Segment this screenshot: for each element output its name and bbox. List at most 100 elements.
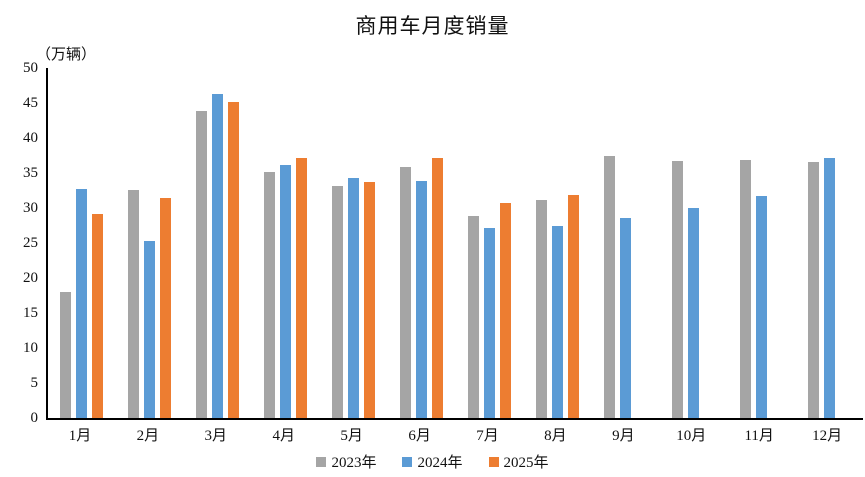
bar-group-4月 <box>252 68 320 418</box>
bar-2023年-2月 <box>128 189 140 418</box>
legend-label: 2025年 <box>503 455 549 471</box>
bar-2024年-6月 <box>416 180 428 418</box>
bar-slot <box>671 68 683 418</box>
legend-swatch-icon <box>488 456 499 467</box>
bar-slot <box>60 68 72 418</box>
bar-2025年-6月 <box>432 158 444 418</box>
bar-slot <box>280 68 292 418</box>
x-axis-label-5月: 5月 <box>340 428 363 444</box>
y-tick-label: 30 <box>23 200 38 216</box>
y-tick-label: 45 <box>23 95 38 111</box>
bar-2024年-5月 <box>348 177 360 418</box>
bar-slot <box>432 68 444 418</box>
bar-slot <box>483 68 495 418</box>
chart-title: 商用车月度销量 <box>355 14 510 38</box>
bar-slot <box>567 68 579 418</box>
bar-group-7月 <box>456 68 524 418</box>
bar-2023年-11月 <box>739 159 751 418</box>
bar-2024年-3月 <box>212 93 224 418</box>
bar-slot <box>160 68 172 418</box>
bar-slot <box>296 68 308 418</box>
bar-2024年-8月 <box>551 226 563 418</box>
bar-2024年-2月 <box>144 240 156 418</box>
bar-slot <box>144 68 156 418</box>
bar-slot <box>212 68 224 418</box>
bar-slot <box>619 68 631 418</box>
bar-2025年-3月 <box>228 102 240 418</box>
bar-2025年-7月 <box>499 203 511 418</box>
y-tick-label: 5 <box>30 375 39 391</box>
bar-2023年-9月 <box>603 156 615 418</box>
y-tick-label: 35 <box>23 165 38 181</box>
legend-item-2024年: 2024年 <box>402 451 463 472</box>
bar-group-9月 <box>591 68 659 418</box>
bar-slot <box>128 68 140 418</box>
bar-2023年-8月 <box>535 199 547 418</box>
bar-2024年-4月 <box>280 165 292 418</box>
bar-slot <box>704 68 715 418</box>
bar-slot <box>364 68 376 418</box>
bar-2023年-7月 <box>467 215 479 418</box>
y-tick-label: 15 <box>23 305 38 321</box>
x-axis-label-10月: 10月 <box>676 428 707 444</box>
bar-slot <box>348 68 360 418</box>
bar-slot <box>772 68 783 418</box>
bar-group-6月 <box>388 68 456 418</box>
bar-group-1月 <box>48 68 116 418</box>
y-tick-label: 40 <box>23 130 38 146</box>
bar-2024年-7月 <box>483 228 495 418</box>
bar-group-11月 <box>727 68 795 418</box>
bar-slot <box>332 68 344 418</box>
x-axis-label-4月: 4月 <box>272 428 295 444</box>
bar-slot <box>551 68 563 418</box>
x-axis-label-9月: 9月 <box>612 428 635 444</box>
bar-2025年-1月 <box>92 214 104 418</box>
y-axis-ticks: 0 5 10 15 20 25 30 35 40 45 50 <box>0 0 38 477</box>
bar-2024年-1月 <box>76 189 88 418</box>
bar-group-3月 <box>184 68 252 418</box>
plot-area <box>46 68 863 420</box>
legend-swatch-icon <box>402 456 413 467</box>
bar-slot <box>823 68 835 418</box>
bar-2023年-10月 <box>671 161 683 418</box>
x-axis-label-1月: 1月 <box>68 428 92 444</box>
bar-slot <box>467 68 479 418</box>
bar-slot <box>840 68 851 418</box>
bar-groups <box>48 68 863 418</box>
bar-group-2月 <box>116 68 184 418</box>
bar-slot <box>416 68 428 418</box>
x-axis-label-2月: 2月 <box>136 428 160 444</box>
bar-slot <box>755 68 767 418</box>
legend-item-2023年: 2023年 <box>316 451 376 472</box>
bar-slot <box>228 68 240 418</box>
legend: 2023年 2024年 2025年 <box>0 451 865 472</box>
bar-slot <box>687 68 699 418</box>
x-axis-label-6月: 6月 <box>408 428 431 444</box>
bar-slot <box>636 68 647 418</box>
legend-item-2025年: 2025年 <box>488 451 549 472</box>
y-tick-label: 25 <box>23 235 38 251</box>
bar-2023年-5月 <box>332 185 344 418</box>
bar-slot <box>196 68 208 418</box>
bar-slot <box>603 68 615 418</box>
bar-slot <box>499 68 511 418</box>
bar-2023年-1月 <box>60 292 72 418</box>
bar-slot <box>400 68 412 418</box>
y-tick-label: 10 <box>23 340 38 356</box>
bar-2025年-2月 <box>160 198 172 418</box>
bar-2024年-10月 <box>687 208 699 418</box>
bar-2025年-8月 <box>567 194 579 418</box>
bar-slot <box>739 68 751 418</box>
x-axis-label-7月: 7月 <box>476 428 499 444</box>
y-tick-label: 0 <box>30 410 39 426</box>
y-tick-label: 20 <box>23 270 38 286</box>
bar-2025年-4月 <box>296 158 308 418</box>
bar-2023年-12月 <box>807 161 819 418</box>
bar-group-10月 <box>659 68 727 418</box>
bar-2023年-6月 <box>400 166 412 418</box>
legend-label: 2024年 <box>417 455 463 471</box>
x-axis-labels: 1月 2月 3月 4月 5月 6月 7月 8月 9月 10月 11月 12月 <box>46 424 861 445</box>
bar-group-8月 <box>523 68 591 418</box>
bar-group-12月 <box>795 68 863 418</box>
